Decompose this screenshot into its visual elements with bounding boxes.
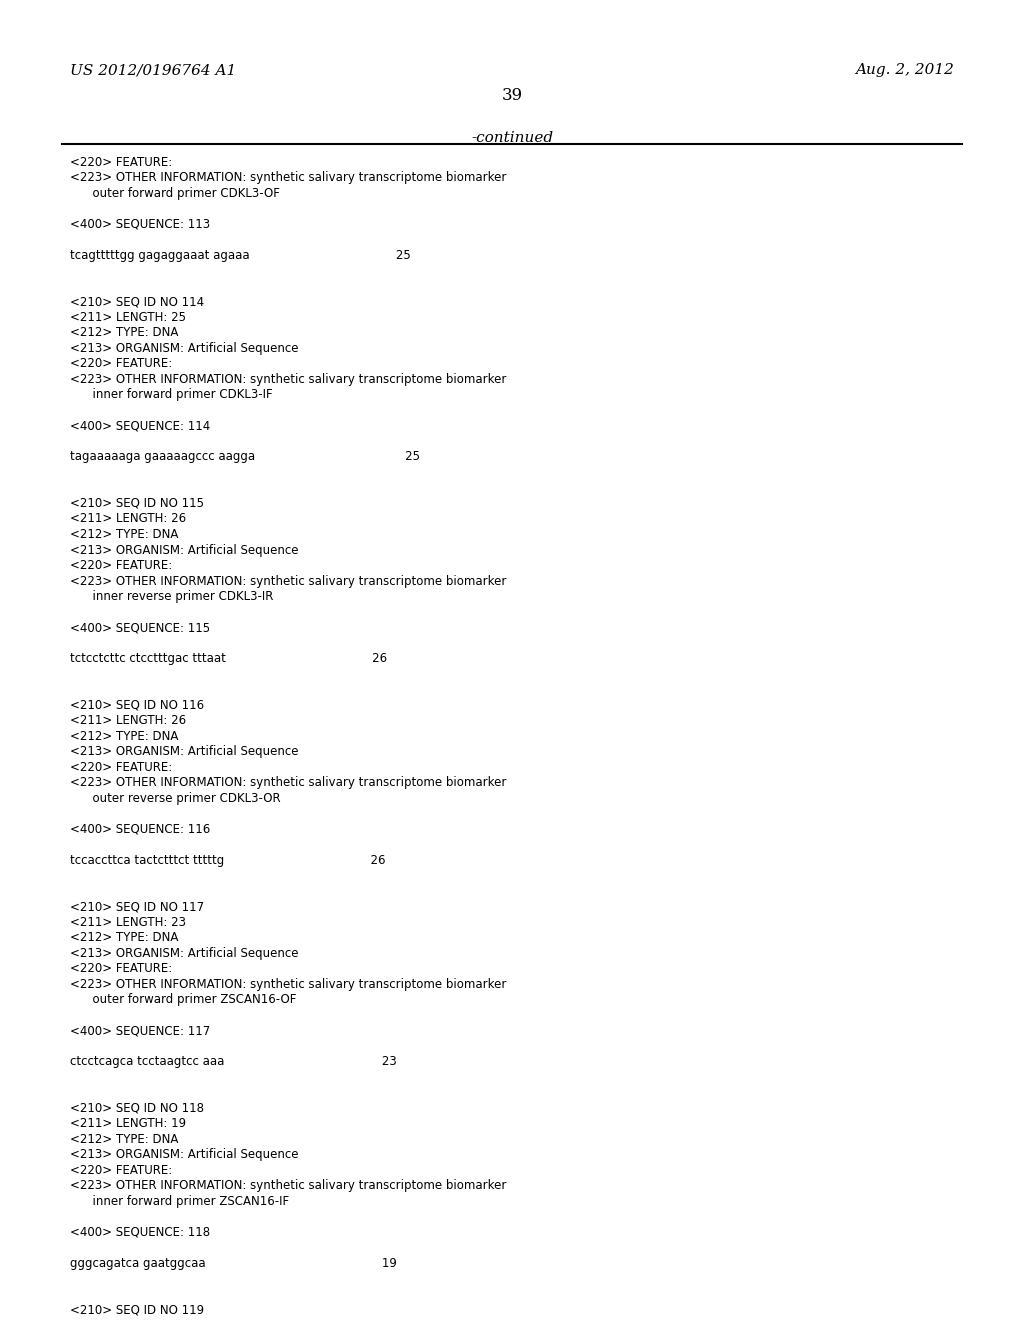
Text: <400> SEQUENCE: 116: <400> SEQUENCE: 116 <box>70 822 210 836</box>
Text: Aug. 2, 2012: Aug. 2, 2012 <box>855 63 954 78</box>
Text: <210> SEQ ID NO 119: <210> SEQ ID NO 119 <box>70 1304 204 1316</box>
Text: <212> TYPE: DNA: <212> TYPE: DNA <box>70 326 178 339</box>
Text: tctcctcttc ctcctttgac tttaat                                       26: tctcctcttc ctcctttgac tttaat 26 <box>70 652 387 665</box>
Text: <220> FEATURE:: <220> FEATURE: <box>70 358 172 371</box>
Text: inner reverse primer CDKL3-IR: inner reverse primer CDKL3-IR <box>70 590 273 603</box>
Text: <223> OTHER INFORMATION: synthetic salivary transcriptome biomarker: <223> OTHER INFORMATION: synthetic saliv… <box>70 372 506 385</box>
Text: outer forward primer ZSCAN16-OF: outer forward primer ZSCAN16-OF <box>70 993 296 1006</box>
Text: <210> SEQ ID NO 115: <210> SEQ ID NO 115 <box>70 498 204 510</box>
Text: outer reverse primer CDKL3-OR: outer reverse primer CDKL3-OR <box>70 792 281 805</box>
Text: outer forward primer CDKL3-OF: outer forward primer CDKL3-OF <box>70 186 280 199</box>
Text: <223> OTHER INFORMATION: synthetic salivary transcriptome biomarker: <223> OTHER INFORMATION: synthetic saliv… <box>70 978 506 991</box>
Text: <400> SEQUENCE: 113: <400> SEQUENCE: 113 <box>70 218 210 231</box>
Text: <213> ORGANISM: Artificial Sequence: <213> ORGANISM: Artificial Sequence <box>70 342 298 355</box>
Text: <211> LENGTH: 23: <211> LENGTH: 23 <box>70 916 185 929</box>
Text: <400> SEQUENCE: 114: <400> SEQUENCE: 114 <box>70 420 210 433</box>
Text: <212> TYPE: DNA: <212> TYPE: DNA <box>70 730 178 743</box>
Text: <211> LENGTH: 19: <211> LENGTH: 19 <box>70 1117 185 1130</box>
Text: <220> FEATURE:: <220> FEATURE: <box>70 1164 172 1177</box>
Text: <210> SEQ ID NO 117: <210> SEQ ID NO 117 <box>70 900 204 913</box>
Text: <211> LENGTH: 26: <211> LENGTH: 26 <box>70 512 185 525</box>
Text: tcagtttttgg gagaggaaat agaaa                                       25: tcagtttttgg gagaggaaat agaaa 25 <box>70 248 411 261</box>
Text: tagaaaaaga gaaaaagccc aagga                                        25: tagaaaaaga gaaaaagccc aagga 25 <box>70 450 420 463</box>
Text: <220> FEATURE:: <220> FEATURE: <box>70 760 172 774</box>
Text: <223> OTHER INFORMATION: synthetic salivary transcriptome biomarker: <223> OTHER INFORMATION: synthetic saliv… <box>70 172 506 185</box>
Text: US 2012/0196764 A1: US 2012/0196764 A1 <box>70 63 236 78</box>
Text: <210> SEQ ID NO 116: <210> SEQ ID NO 116 <box>70 698 204 711</box>
Text: tccaccttca tactctttct tttttg                                       26: tccaccttca tactctttct tttttg 26 <box>70 854 385 867</box>
Text: <212> TYPE: DNA: <212> TYPE: DNA <box>70 528 178 541</box>
Text: <210> SEQ ID NO 114: <210> SEQ ID NO 114 <box>70 296 204 309</box>
Text: <213> ORGANISM: Artificial Sequence: <213> ORGANISM: Artificial Sequence <box>70 946 298 960</box>
Text: <211> LENGTH: 25: <211> LENGTH: 25 <box>70 312 185 323</box>
Text: <210> SEQ ID NO 118: <210> SEQ ID NO 118 <box>70 1102 204 1115</box>
Text: ctcctcagca tcctaagtcc aaa                                          23: ctcctcagca tcctaagtcc aaa 23 <box>70 1056 396 1068</box>
Text: -continued: -continued <box>471 131 553 145</box>
Text: <223> OTHER INFORMATION: synthetic salivary transcriptome biomarker: <223> OTHER INFORMATION: synthetic saliv… <box>70 574 506 587</box>
Text: inner forward primer ZSCAN16-IF: inner forward primer ZSCAN16-IF <box>70 1195 289 1208</box>
Text: <213> ORGANISM: Artificial Sequence: <213> ORGANISM: Artificial Sequence <box>70 1148 298 1162</box>
Text: <400> SEQUENCE: 117: <400> SEQUENCE: 117 <box>70 1024 210 1038</box>
Text: <220> FEATURE:: <220> FEATURE: <box>70 560 172 572</box>
Text: gggcagatca gaatggcaa                                               19: gggcagatca gaatggcaa 19 <box>70 1257 396 1270</box>
Text: <211> LENGTH: 26: <211> LENGTH: 26 <box>70 714 185 727</box>
Text: <223> OTHER INFORMATION: synthetic salivary transcriptome biomarker: <223> OTHER INFORMATION: synthetic saliv… <box>70 776 506 789</box>
Text: <213> ORGANISM: Artificial Sequence: <213> ORGANISM: Artificial Sequence <box>70 744 298 758</box>
Text: <220> FEATURE:: <220> FEATURE: <box>70 156 172 169</box>
Text: <213> ORGANISM: Artificial Sequence: <213> ORGANISM: Artificial Sequence <box>70 544 298 557</box>
Text: <223> OTHER INFORMATION: synthetic salivary transcriptome biomarker: <223> OTHER INFORMATION: synthetic saliv… <box>70 1180 506 1192</box>
Text: <400> SEQUENCE: 115: <400> SEQUENCE: 115 <box>70 620 210 634</box>
Text: <212> TYPE: DNA: <212> TYPE: DNA <box>70 932 178 944</box>
Text: <220> FEATURE:: <220> FEATURE: <box>70 962 172 975</box>
Text: 39: 39 <box>502 87 522 104</box>
Text: inner forward primer CDKL3-IF: inner forward primer CDKL3-IF <box>70 388 272 401</box>
Text: <212> TYPE: DNA: <212> TYPE: DNA <box>70 1133 178 1146</box>
Text: <400> SEQUENCE: 118: <400> SEQUENCE: 118 <box>70 1226 210 1239</box>
